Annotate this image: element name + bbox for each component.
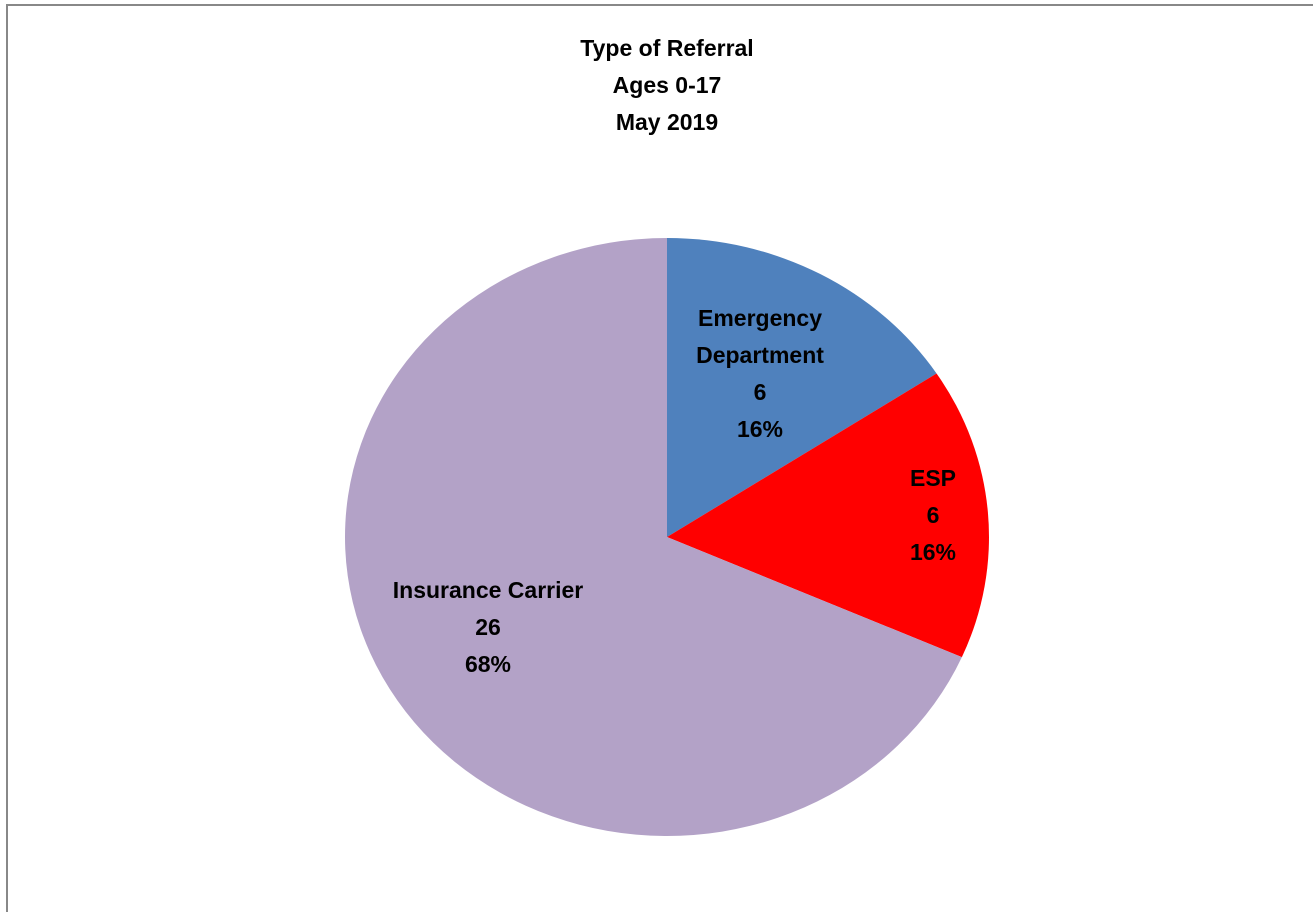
chart-title: May 2019: [616, 109, 718, 135]
category-label-line: Emergency: [698, 305, 822, 331]
percent-label: 16%: [737, 416, 783, 442]
value-label: 6: [927, 502, 940, 528]
category-label-line: Insurance Carrier: [393, 577, 584, 603]
value-label: 26: [475, 614, 501, 640]
pie-slice: [667, 238, 937, 537]
category-label: ESP: [910, 465, 956, 491]
chart-title: Ages 0-17: [613, 72, 722, 98]
chart-title: Type of Referral: [580, 35, 753, 61]
category-label-line: ESP: [910, 465, 956, 491]
percent-label: 16%: [910, 539, 956, 565]
category-label-line: Department: [696, 342, 824, 368]
percent-label: 68%: [465, 651, 511, 677]
category-label: Emergency Department: [696, 305, 824, 368]
pie-slice: [667, 373, 990, 658]
pie-slice: [345, 238, 962, 836]
value-label: 6: [754, 379, 767, 405]
category-label: Insurance Carrier: [393, 577, 584, 603]
